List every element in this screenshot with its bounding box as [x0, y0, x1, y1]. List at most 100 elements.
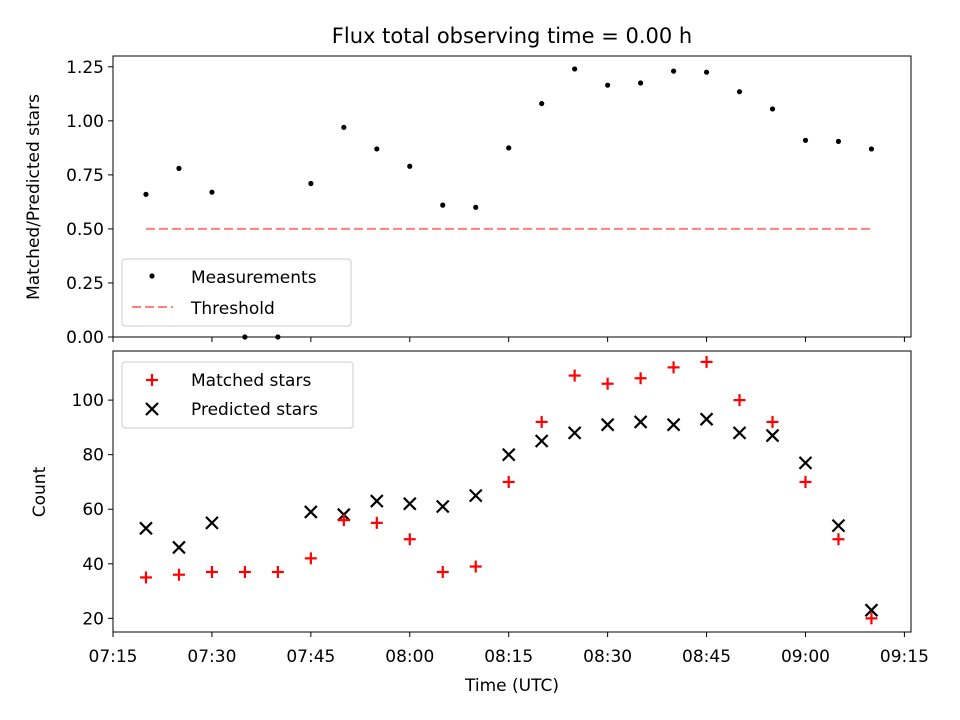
measurement-point: [407, 163, 413, 169]
matched-star-point: [700, 355, 713, 368]
bottom-y-axis-label: Count: [30, 466, 50, 517]
matched-star-point: [799, 475, 812, 488]
measurement-point: [868, 146, 875, 152]
predicted-star-point: [732, 426, 747, 440]
matched-star-point: [337, 514, 350, 527]
predicted-star-point: [699, 412, 714, 426]
predicted-star-point: [370, 494, 384, 508]
matched-star-point: [865, 612, 878, 625]
measurement-point: [539, 100, 545, 107]
predicted-star-point: [205, 516, 219, 530]
predicted-star-point: [567, 426, 582, 440]
top-y-tick-label: 1.25: [66, 58, 104, 78]
matched-star-point: [535, 415, 548, 428]
measurement-point: [176, 165, 182, 171]
measurement-point: [572, 66, 578, 72]
matched-star-point: [139, 571, 152, 584]
measurement-point: [209, 189, 215, 195]
measurement-point: [143, 191, 149, 197]
matched-star-point: [205, 565, 218, 578]
top-y-axis-label: Matched/Predicted stars: [24, 94, 44, 300]
matched-star-point: [271, 565, 284, 578]
predicted-star-point: [765, 428, 780, 443]
measurement-point: [835, 138, 842, 144]
measurement-point: [670, 68, 677, 74]
predicted-star-point: [501, 447, 516, 462]
bottom-y-ticks: 20 40 60 80 100: [72, 391, 113, 629]
measurement-points: [143, 66, 875, 340]
top-legend: Measurements Threshold: [121, 258, 352, 327]
bottom-y-tick-label: 20: [82, 609, 104, 629]
predicted-star-point: [534, 434, 549, 448]
predicted-star-point: [666, 417, 681, 432]
predicted-star-point: [864, 603, 879, 617]
matched-star-point: [370, 516, 383, 529]
matched-star-point: [766, 415, 779, 428]
x-tick-label: 07:15: [89, 647, 138, 667]
top-y-tick-label: 0.75: [66, 166, 104, 186]
measurement-point: [703, 69, 710, 75]
matched-star-point: [403, 533, 416, 546]
measurement-point: [473, 204, 479, 210]
x-tick-label: 08:00: [385, 647, 434, 667]
x-tick-label: 08:30: [583, 647, 632, 667]
predicted-star-point: [402, 496, 417, 511]
measurement-point: [374, 146, 380, 152]
x-tick-label: 08:45: [682, 647, 731, 667]
top-y-tick-label: 1.00: [66, 112, 104, 132]
matched-star-point: [172, 568, 185, 581]
predicted-stars-points: [139, 412, 879, 617]
top-y-ticks: 0.00 0.25 0.50 0.75 1.00 1.25: [66, 58, 113, 348]
bottom-y-tick-label: 40: [82, 555, 104, 575]
bottom-panel: 20 40 60 80 100 07:15 07:30 07:45 08:00 08:15 08:…: [30, 350, 929, 696]
top-y-tick-label: 0.25: [66, 274, 104, 294]
measurement-point: [308, 180, 314, 187]
matched-star-point: [667, 361, 680, 374]
matched-star-point: [469, 560, 482, 573]
x-tick-label: 09:15: [880, 647, 929, 667]
x-tick-label: 09:00: [781, 647, 830, 667]
measurement-point: [341, 124, 347, 130]
predicted-star-point: [139, 521, 153, 536]
x-tick-label: 08:15: [484, 647, 533, 667]
measurement-point: [736, 89, 743, 95]
predicted-star-point: [831, 518, 846, 533]
legend-measurements-marker: [149, 273, 155, 279]
measurement-point: [440, 202, 446, 208]
bottom-y-tick-label: 60: [82, 500, 104, 520]
measurement-point: [638, 80, 644, 86]
legend-matched-label: Matched stars: [191, 371, 311, 391]
legend-predicted-marker: [145, 402, 159, 416]
bottom-y-tick-label: 100: [72, 391, 104, 411]
matched-stars-points: [139, 355, 878, 625]
bottom-legend-box: [121, 361, 354, 429]
legend-matched-marker: [146, 374, 158, 386]
measurement-point: [802, 137, 809, 143]
bottom-x-ticks: 07:15 07:30 07:45 08:00 08:15 08:30 08:45 09:00…: [89, 632, 929, 667]
top-y-tick-label: 0.00: [66, 328, 104, 348]
matched-star-point: [634, 372, 647, 385]
measurement-point: [605, 82, 611, 88]
matched-star-point: [238, 565, 251, 578]
measurement-point: [769, 106, 776, 112]
legend-measurements-label: Measurements: [191, 268, 317, 288]
legend-predicted-label: Predicted stars: [191, 400, 318, 420]
predicted-star-point: [468, 488, 483, 503]
bottom-y-tick-label: 80: [82, 446, 104, 466]
bottom-legend: Matched stars Predicted stars: [121, 361, 354, 429]
predicted-star-point: [172, 540, 186, 555]
x-tick-label: 07:30: [187, 647, 236, 667]
matched-star-point: [502, 475, 515, 488]
predicted-star-point: [304, 505, 318, 519]
matched-star-point: [436, 565, 449, 578]
top-panel: 0.00 0.25 0.50 0.75 1.00 1.25 Matched/Predict…: [24, 55, 912, 348]
predicted-star-point: [435, 499, 450, 514]
matched-star-point: [601, 377, 614, 390]
bottom-axes-frame: [112, 350, 912, 633]
top-legend-box: [121, 258, 352, 327]
x-tick-label: 07:45: [286, 647, 335, 667]
top-y-tick-label: 0.50: [66, 220, 104, 240]
chart-title: Flux total observing time = 0.00 h: [332, 24, 692, 48]
